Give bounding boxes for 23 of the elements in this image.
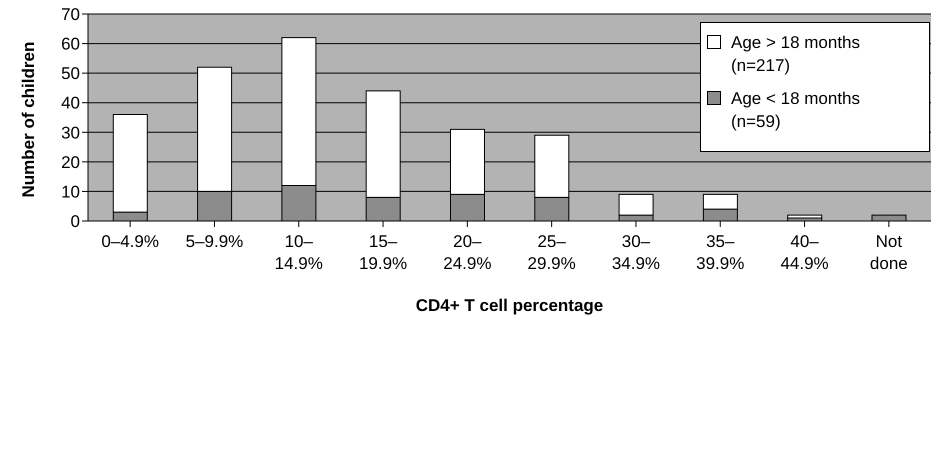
y-tick-label: 20 bbox=[61, 152, 80, 172]
y-tick-label: 70 bbox=[61, 5, 80, 24]
x-tick-label: 15–19.9% bbox=[358, 232, 408, 273]
x-tick-label: 40–44.9% bbox=[780, 232, 829, 273]
legend-label: Age > 18 months (n=217) bbox=[731, 32, 862, 77]
y-axis-title: Number of children bbox=[19, 42, 38, 198]
x-tick-label: 25–29.9% bbox=[528, 232, 576, 273]
legend-label: Age < 18 months (n=59) bbox=[731, 88, 862, 133]
y-tick-label: 0 bbox=[70, 212, 80, 232]
x-tick-label: 0–4.9% bbox=[101, 232, 159, 251]
x-tick-label: Not done bbox=[870, 232, 908, 273]
y-tick-label: 30 bbox=[61, 123, 80, 142]
x-tick-label: 10–14.9% bbox=[274, 232, 323, 273]
x-tick-label: 20–24.9% bbox=[443, 232, 492, 273]
x-axis-title: CD4+ T cell percentage bbox=[416, 296, 604, 315]
x-tick-label: 35–39.9% bbox=[696, 232, 744, 273]
x-tick-label: 5–9.9% bbox=[186, 232, 244, 251]
y-tick-label: 40 bbox=[61, 94, 80, 113]
bar bbox=[787, 214, 822, 219]
y-tick-label: 10 bbox=[61, 182, 80, 202]
y-tick-label: 60 bbox=[61, 34, 80, 54]
x-tick-label: 30–34.9% bbox=[612, 232, 660, 273]
y-tick-label: 50 bbox=[61, 64, 80, 84]
